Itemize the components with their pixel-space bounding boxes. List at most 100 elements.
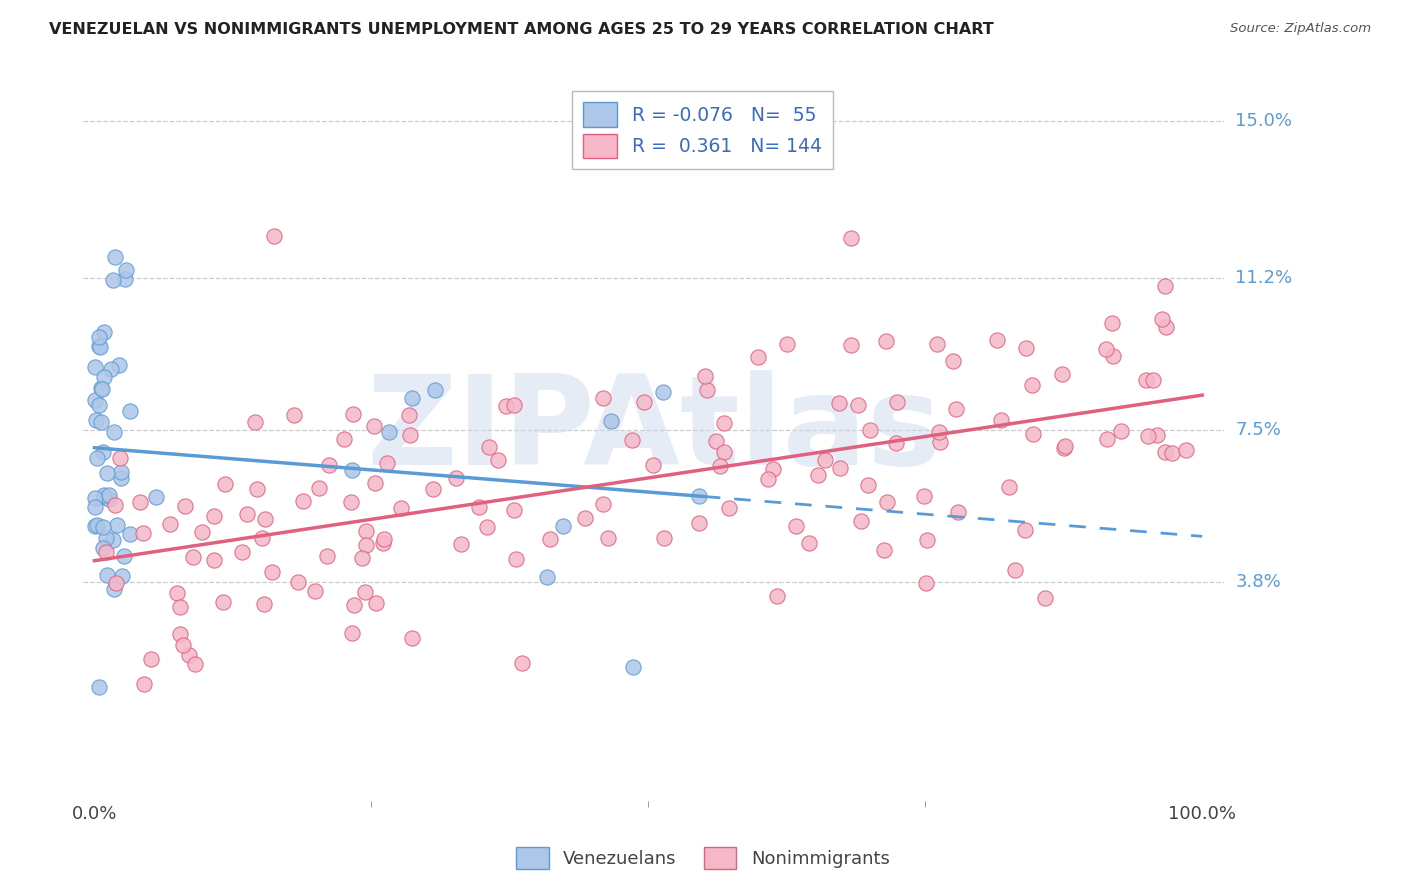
Point bbox=[927, 337, 949, 351]
Point bbox=[253, 597, 276, 611]
Point bbox=[718, 501, 741, 516]
Point bbox=[876, 495, 898, 509]
Point bbox=[849, 514, 872, 528]
Point bbox=[1142, 374, 1164, 388]
Point bbox=[172, 638, 194, 652]
Point bbox=[1150, 312, 1173, 326]
Point bbox=[287, 574, 309, 589]
Point bbox=[1022, 426, 1045, 441]
Point bbox=[292, 494, 315, 508]
Point bbox=[1035, 591, 1057, 605]
Point bbox=[108, 451, 131, 466]
Point bbox=[928, 425, 950, 439]
Point bbox=[354, 538, 377, 552]
Point bbox=[592, 391, 614, 405]
Point bbox=[104, 250, 127, 264]
Point bbox=[704, 434, 727, 448]
Point bbox=[688, 489, 710, 503]
Point bbox=[343, 599, 366, 613]
Point bbox=[1095, 342, 1118, 356]
Point bbox=[620, 433, 643, 447]
Point bbox=[502, 398, 524, 412]
Point bbox=[1053, 441, 1076, 455]
Text: 7.5%: 7.5% bbox=[1236, 421, 1281, 439]
Point bbox=[828, 396, 851, 410]
Point bbox=[495, 399, 517, 413]
Point bbox=[131, 526, 153, 541]
Point bbox=[84, 500, 107, 514]
Point bbox=[941, 354, 963, 368]
Point bbox=[174, 499, 197, 513]
Point bbox=[467, 500, 489, 514]
Text: Source: ZipAtlas.com: Source: ZipAtlas.com bbox=[1230, 22, 1371, 36]
Point bbox=[84, 359, 107, 374]
Text: 3.8%: 3.8% bbox=[1236, 574, 1281, 591]
Point bbox=[747, 351, 769, 365]
Point bbox=[252, 532, 274, 546]
Point bbox=[340, 463, 363, 477]
Point bbox=[84, 413, 107, 427]
Point bbox=[928, 434, 950, 449]
Point bbox=[263, 228, 285, 243]
Point bbox=[98, 492, 121, 507]
Point bbox=[129, 495, 152, 509]
Point bbox=[315, 549, 337, 563]
Point bbox=[96, 531, 118, 545]
Point bbox=[990, 413, 1012, 427]
Point bbox=[104, 576, 127, 591]
Point bbox=[797, 536, 820, 550]
Point bbox=[246, 482, 269, 496]
Point bbox=[758, 472, 780, 486]
Point bbox=[104, 498, 127, 512]
Point bbox=[236, 507, 259, 521]
Point bbox=[211, 595, 233, 609]
Point bbox=[444, 471, 467, 485]
Point bbox=[814, 452, 837, 467]
Point bbox=[93, 490, 115, 504]
Point bbox=[340, 494, 363, 508]
Point bbox=[304, 583, 326, 598]
Point bbox=[340, 625, 363, 640]
Point bbox=[202, 508, 225, 523]
Point bbox=[596, 531, 619, 545]
Point bbox=[318, 458, 340, 472]
Point bbox=[574, 510, 596, 524]
Point bbox=[884, 435, 907, 450]
Point bbox=[886, 394, 908, 409]
Point bbox=[371, 536, 394, 550]
Point bbox=[1101, 316, 1123, 330]
Point bbox=[398, 408, 420, 422]
Point bbox=[87, 398, 110, 412]
Point bbox=[90, 382, 112, 396]
Point bbox=[450, 537, 472, 551]
Point bbox=[98, 488, 121, 502]
Point bbox=[103, 533, 125, 548]
Point bbox=[118, 527, 141, 541]
Point bbox=[425, 383, 447, 397]
Point bbox=[1004, 563, 1026, 577]
Point bbox=[401, 391, 423, 405]
Point bbox=[108, 358, 131, 372]
Point bbox=[118, 404, 141, 418]
Point bbox=[93, 369, 115, 384]
Point bbox=[503, 503, 526, 517]
Point bbox=[948, 504, 970, 518]
Point bbox=[688, 516, 710, 530]
Point bbox=[100, 362, 122, 376]
Point bbox=[84, 491, 107, 505]
Point bbox=[145, 490, 167, 504]
Point bbox=[93, 325, 115, 339]
Point bbox=[1154, 320, 1177, 334]
Point bbox=[96, 568, 118, 582]
Point bbox=[86, 518, 108, 533]
Point bbox=[389, 501, 412, 516]
Legend: R = -0.076   N=  55, R =  0.361   N= 144: R = -0.076 N= 55, R = 0.361 N= 144 bbox=[572, 91, 834, 169]
Point bbox=[112, 549, 135, 563]
Text: VENEZUELAN VS NONIMMIGRANTS UNEMPLOYMENT AMONG AGES 25 TO 29 YEARS CORRELATION C: VENEZUELAN VS NONIMMIGRANTS UNEMPLOYMENT… bbox=[49, 22, 994, 37]
Point bbox=[401, 631, 423, 645]
Point bbox=[105, 518, 128, 533]
Point bbox=[166, 585, 188, 599]
Point bbox=[776, 337, 799, 351]
Point bbox=[807, 468, 830, 483]
Point bbox=[87, 681, 110, 695]
